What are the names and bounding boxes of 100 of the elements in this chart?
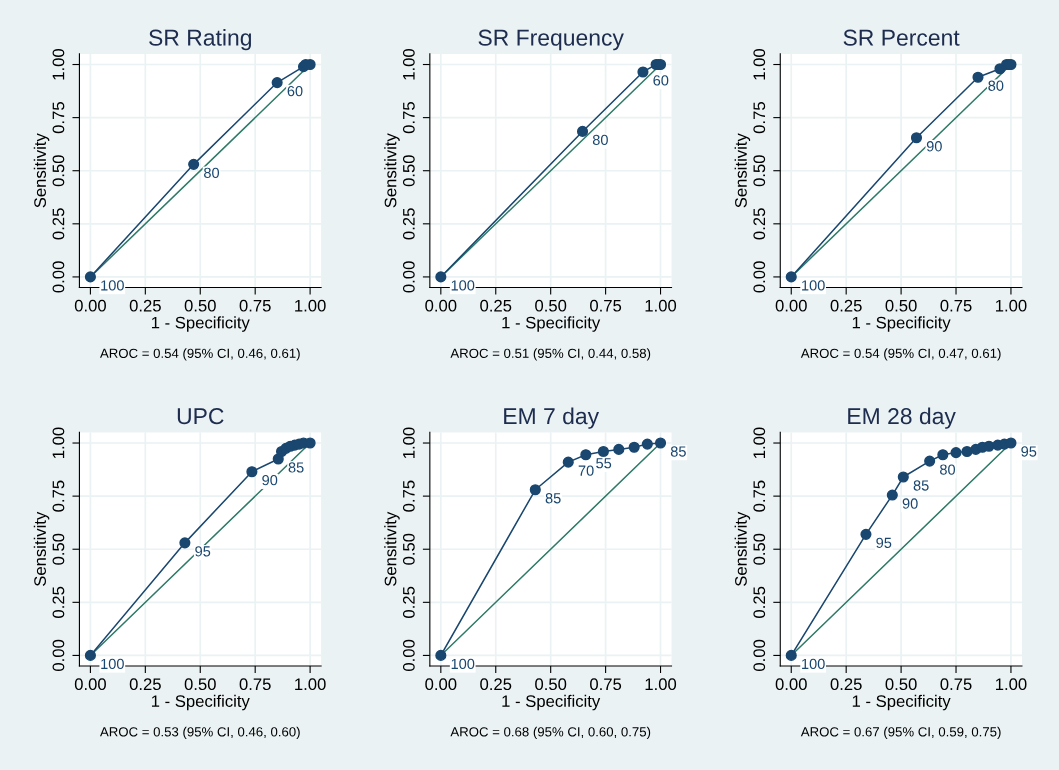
x-tick-label: 1.00	[295, 299, 326, 312]
x-tick-label: 0.75	[940, 299, 972, 312]
chart-title: EM 7 day	[504, 407, 600, 429]
x-tick-label: 0.00	[74, 678, 106, 691]
point	[897, 471, 909, 483]
x-tick-label: 0.25	[129, 678, 161, 691]
y-tick-label: 0.00	[52, 639, 65, 671]
x-tick-label: 0.50	[535, 299, 567, 312]
point	[562, 456, 574, 468]
y-axis-title: Sensitivity	[33, 511, 50, 586]
x-tick-label: 0.50	[184, 299, 216, 312]
x-axis-title: 1 - Specificity	[502, 694, 601, 711]
x-tick-label: 0.25	[480, 299, 512, 312]
annotation: 100	[451, 658, 475, 670]
point	[580, 449, 592, 461]
y-tick-label: 0.75	[402, 480, 415, 512]
x-tick-label: 0.25	[830, 299, 862, 312]
point	[576, 125, 589, 137]
x-axis-title: 1 - Specificity	[151, 316, 250, 332]
y-axis-title: Sensitivity	[384, 133, 400, 208]
annotation: 80	[988, 80, 1004, 91]
annotation: 100	[451, 280, 475, 291]
x-tick-label: 1.00	[645, 299, 677, 312]
text: AROC = 0.54 (95% CI, 0.47, 0.61)	[800, 348, 1001, 361]
point	[628, 441, 640, 453]
annotation: 90	[926, 141, 942, 152]
point	[84, 271, 96, 283]
annotation: 80	[592, 134, 608, 146]
text: AROC = 0.51 (95% CI, 0.44, 0.58)	[450, 348, 651, 361]
x-tick-label: 0.75	[239, 678, 271, 691]
y-tick-label: 0.25	[753, 208, 766, 240]
y-tick-label: 0.75	[52, 102, 65, 134]
y-tick-label: 1.00	[402, 427, 415, 458]
y-tick-label: 0.50	[52, 155, 65, 187]
x-axis-title: 1 - Specificity	[502, 316, 601, 332]
chart-title: SR Percent	[843, 29, 960, 46]
x-tick-label: 0.25	[480, 678, 512, 691]
x-tick-label: 1.00	[996, 678, 1027, 691]
x-tick-label: 1.00	[295, 678, 326, 691]
x-tick-label: 0.75	[940, 678, 972, 691]
y-tick-label: 1.00	[52, 48, 65, 80]
point	[972, 71, 984, 83]
text: AROC = 0.53 (95% CI, 0.46, 0.60)	[100, 726, 300, 740]
y-tick-label: 0.75	[753, 102, 766, 134]
point	[910, 132, 923, 144]
y-axis-title: Sensitivity	[33, 133, 50, 208]
annotation: 85	[545, 493, 561, 504]
annotation: 55	[596, 458, 612, 469]
point	[435, 649, 447, 661]
y-tick-label: 0.25	[52, 586, 65, 618]
annotation: 90	[902, 498, 918, 509]
x-tick-label: 0.50	[885, 678, 917, 691]
y-tick-label: 0.50	[402, 155, 415, 187]
y-tick-label: 0.25	[753, 586, 766, 618]
y-tick-label: 0.75	[402, 102, 415, 134]
point	[860, 528, 872, 540]
chart-title: SR Rating	[149, 28, 252, 51]
x-tick-label: 0.75	[239, 299, 271, 312]
point	[886, 489, 898, 501]
point	[179, 537, 191, 549]
y-axis-title: Sensitivity	[384, 511, 400, 586]
y-tick-label: 0.50	[402, 533, 415, 565]
y-tick-label: 1.00	[753, 48, 766, 80]
point	[950, 447, 962, 459]
annotation: 85	[288, 462, 304, 473]
y-tick-label: 1.00	[402, 48, 415, 80]
x-tick-label: 0.75	[590, 299, 622, 312]
point	[188, 158, 200, 170]
point	[84, 649, 96, 661]
chart-title: UPC	[177, 408, 224, 425]
text: AROC = 0.54 (95% CI, 0.46, 0.61)	[100, 348, 300, 361]
y-axis-title: Sensitivity	[734, 511, 751, 586]
x-tick-label: 1.00	[645, 678, 677, 691]
y-tick-label: 0.75	[52, 480, 65, 512]
point	[435, 271, 447, 283]
annotation: 70	[578, 465, 594, 476]
text: AROC = 0.67 (95% CI, 0.59, 0.75)	[800, 726, 1001, 740]
y-tick-label: 0.25	[402, 208, 415, 240]
point	[785, 271, 797, 283]
x-tick-label: 0.50	[885, 299, 917, 312]
x-tick-label: 0.25	[830, 678, 862, 691]
point	[529, 484, 541, 496]
x-tick-label: 0.00	[74, 299, 106, 312]
annotation: 60	[653, 75, 669, 86]
x-tick-label: 0.00	[775, 678, 807, 691]
x-tick-label: 0.25	[129, 299, 161, 312]
x-axis-title: 1 - Specificity	[852, 316, 951, 332]
x-tick-label: 0.50	[184, 678, 216, 691]
x-tick-label: 0.50	[535, 678, 567, 691]
point	[937, 449, 949, 461]
annotation: 100	[802, 280, 825, 291]
point	[654, 437, 667, 449]
annotation: 95	[1021, 446, 1037, 457]
text: AROC = 0.68 (95% CI, 0.60, 0.75)	[450, 726, 651, 740]
y-tick-label: 0.00	[753, 639, 766, 671]
point	[613, 443, 625, 455]
chart-title: SR Frequency	[478, 29, 624, 51]
point	[637, 66, 649, 78]
annotation: 80	[940, 464, 956, 475]
x-axis-title: 1 - Specificity	[852, 694, 951, 711]
